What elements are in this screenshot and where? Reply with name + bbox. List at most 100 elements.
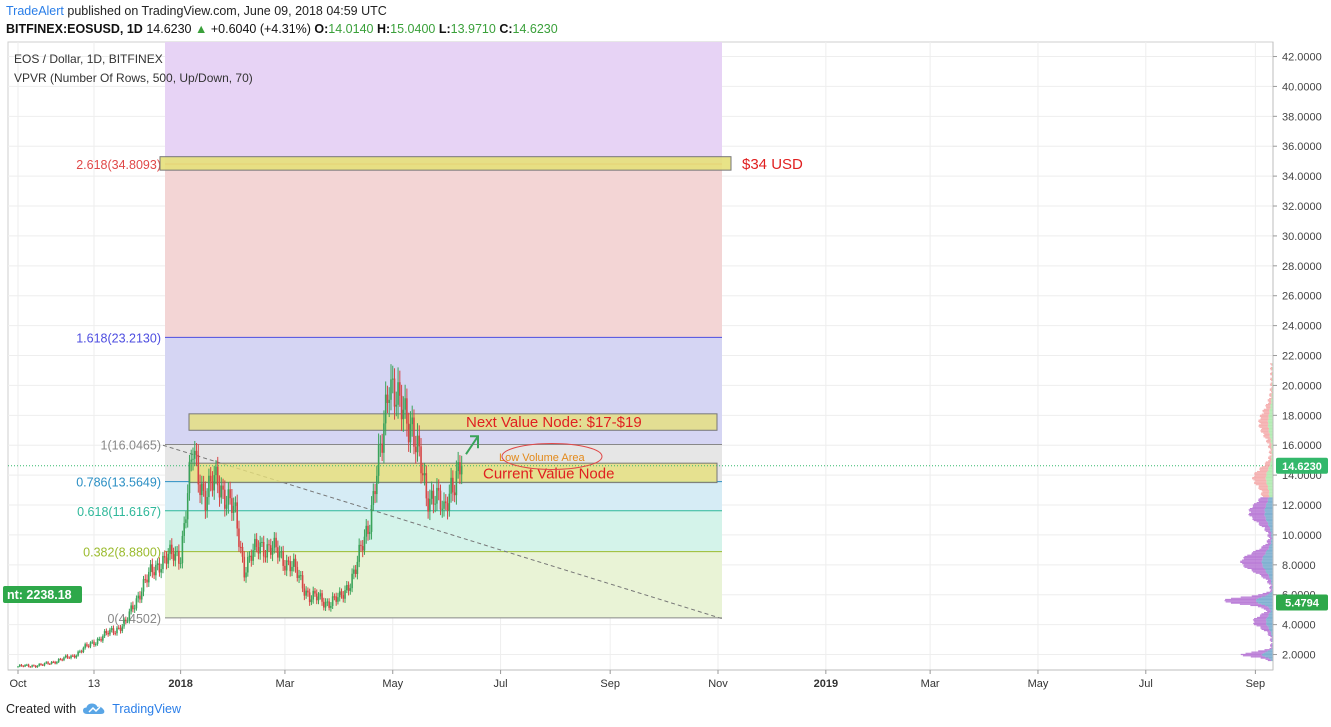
candle [448, 493, 451, 511]
candle [259, 542, 261, 554]
candle [224, 489, 226, 509]
chart-title: EOS / Dollar, 1D, BITFINEX [14, 52, 163, 66]
candle [232, 505, 235, 513]
candle [459, 462, 461, 475]
candle [176, 550, 178, 552]
candle [132, 605, 134, 610]
author-link[interactable]: TradeAlert [6, 4, 64, 18]
candle [285, 560, 288, 571]
fib-zone [165, 551, 722, 618]
left-value-badge [3, 586, 82, 603]
candle [450, 477, 452, 494]
candle [110, 628, 113, 630]
candle [201, 483, 203, 496]
candle [20, 664, 23, 666]
candle [43, 663, 46, 666]
candle [331, 596, 334, 606]
candle [121, 626, 124, 631]
ohlc-header: BITFINEX:EOSUSD, 1D 14.6230 ▲ +0.6040 (+… [6, 22, 558, 36]
y-tick-label: 26.0000 [1282, 291, 1322, 303]
x-tick-label: May [382, 678, 403, 690]
candle [148, 571, 150, 583]
candle [347, 584, 350, 591]
candle [179, 563, 182, 565]
candle [358, 544, 360, 562]
candle [384, 394, 387, 424]
next-value-node-box [188, 413, 718, 431]
candle [112, 628, 115, 634]
candle [202, 483, 205, 491]
candle [323, 601, 325, 608]
candle [211, 481, 214, 491]
candle [93, 641, 95, 646]
candle [209, 475, 212, 482]
candle [372, 491, 375, 505]
candle [324, 602, 327, 608]
candle [216, 466, 219, 486]
annotation-1: $34 USD [742, 156, 803, 173]
candle [17, 666, 19, 668]
y-tick-label: 16.0000 [1282, 440, 1322, 452]
candle [163, 555, 166, 558]
candle [314, 590, 316, 594]
y-tick-label: 2.0000 [1282, 650, 1316, 662]
target-zone-box [159, 156, 732, 171]
candle [416, 435, 419, 453]
candle [278, 551, 281, 558]
candle [338, 591, 341, 598]
candle [252, 550, 254, 561]
candle [365, 525, 368, 537]
candle [24, 664, 26, 667]
y-tick-label: 22.0000 [1282, 351, 1322, 363]
candle [162, 555, 164, 570]
candle [273, 537, 276, 548]
candle [208, 475, 210, 498]
candle [29, 666, 32, 668]
candle [420, 446, 422, 474]
candle [137, 595, 140, 599]
candle [71, 655, 74, 657]
x-tick-label: Jul [1139, 678, 1153, 690]
candle [261, 541, 263, 543]
candle [116, 627, 118, 634]
candle [36, 665, 39, 668]
candle [388, 399, 391, 403]
candle [146, 579, 148, 583]
candle [308, 592, 311, 603]
candle [404, 398, 406, 410]
candle [287, 560, 290, 562]
candle [68, 657, 71, 659]
candle [64, 655, 67, 658]
y-tick-label: 12.0000 [1282, 500, 1322, 512]
candle [199, 484, 201, 496]
candle [354, 569, 357, 575]
annotation-4: Current Value Node [483, 466, 614, 483]
candle [460, 465, 463, 475]
x-tick-label: Jul [494, 678, 508, 690]
candle [305, 590, 307, 596]
price-change: +0.6040 (+4.31%) [210, 22, 311, 36]
candle [70, 655, 72, 659]
candle [342, 595, 345, 599]
candle [444, 501, 447, 504]
price-badge-label: 5.4794 [1285, 598, 1320, 610]
candle [377, 444, 380, 476]
candle [455, 471, 458, 496]
candle [317, 596, 320, 601]
tradingview-link[interactable]: TradingView [112, 702, 181, 716]
candle [268, 544, 270, 546]
candle [441, 508, 444, 510]
candle [151, 564, 154, 573]
candle [188, 461, 191, 494]
candle [222, 485, 224, 490]
candle [59, 659, 62, 661]
candle [423, 473, 426, 476]
candle [250, 555, 253, 561]
indicator-legend: VPVR (Number Of Rows, 500, Up/Down, 70) [14, 71, 253, 85]
candle [321, 593, 323, 602]
candle [363, 536, 366, 551]
candle [434, 503, 436, 505]
candle [277, 547, 279, 558]
candle [195, 450, 198, 455]
